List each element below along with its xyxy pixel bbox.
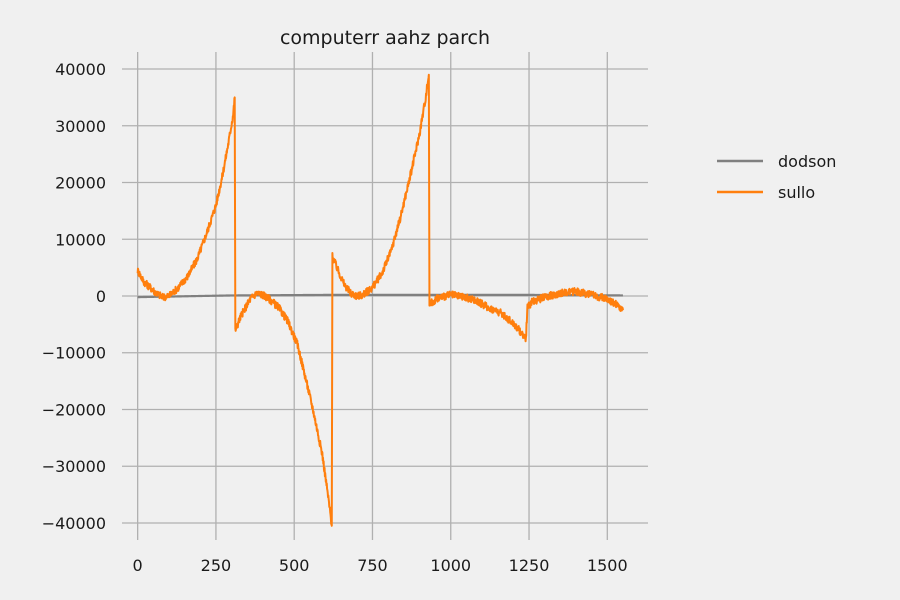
x-tick-label: 1500 — [587, 556, 628, 575]
y-tick-label: −20000 — [42, 400, 106, 419]
x-tick-label: 750 — [357, 556, 388, 575]
chart-title: computerr aahz parch — [280, 27, 490, 49]
legend: dodson sullo — [717, 152, 836, 202]
x-tick-label: 1000 — [430, 556, 471, 575]
series-line-sullo — [136, 73, 624, 527]
y-tick-label: −10000 — [42, 344, 106, 363]
y-tick-label: 40000 — [55, 60, 106, 79]
series-layer — [136, 73, 624, 527]
x-tick-label: 500 — [279, 556, 310, 575]
y-tick-label: 20000 — [55, 174, 106, 193]
x-tick-label: 250 — [201, 556, 232, 575]
x-tick-label: 1250 — [509, 556, 550, 575]
y-tick-label: 30000 — [55, 117, 106, 136]
tick-layer: 0 250 500 750 1000 1250 1500 −40000 −30000 −20000… — [42, 60, 628, 575]
y-tick-label: 10000 — [55, 230, 106, 249]
y-tick-label: 0 — [96, 287, 106, 306]
y-tick-label: −40000 — [42, 514, 106, 533]
y-tick-label: −30000 — [42, 457, 106, 476]
legend-label-sullo: sullo — [778, 183, 815, 202]
legend-label-dodson: dodson — [778, 152, 836, 171]
x-tick-label: 0 — [133, 556, 143, 575]
